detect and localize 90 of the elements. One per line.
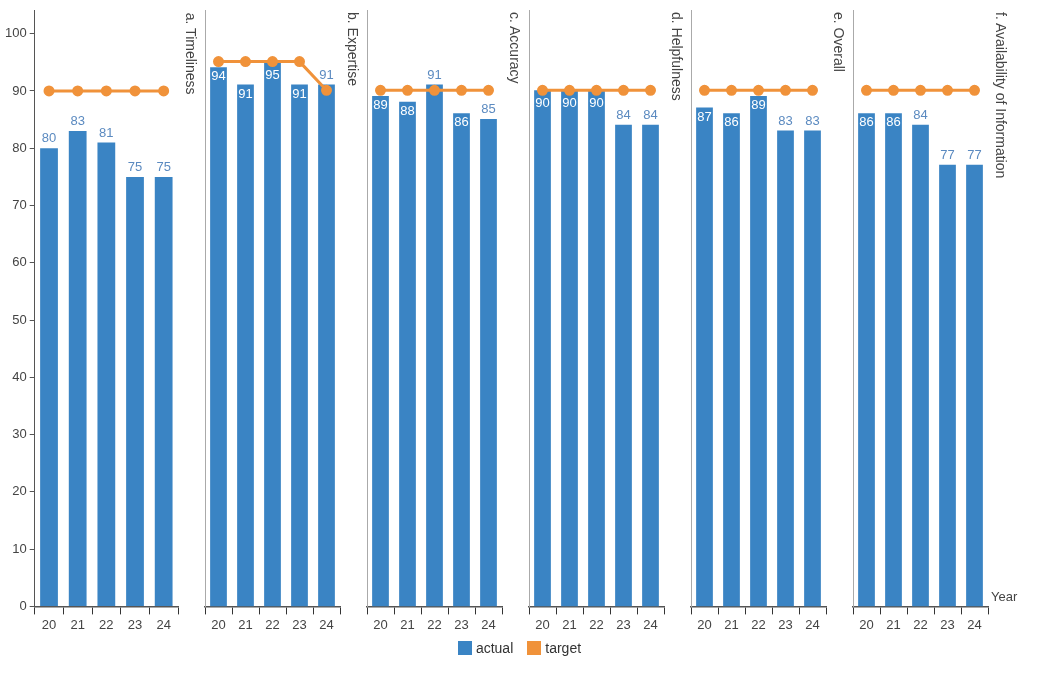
x-tick-label: 22 bbox=[751, 616, 766, 632]
x-tick-label: 23 bbox=[778, 616, 793, 632]
text: d. Helpfulness bbox=[669, 12, 686, 101]
x-tick-label: 24 bbox=[967, 616, 982, 632]
x-tick-label: 23 bbox=[292, 616, 307, 632]
x-tick-label: 23 bbox=[940, 616, 955, 632]
x-tick-label: 21 bbox=[886, 616, 901, 632]
data-label: 80 bbox=[41, 130, 57, 146]
y-tick-label: 70 bbox=[12, 197, 27, 213]
data-label: 84 bbox=[616, 106, 631, 122]
y-tick-label: 50 bbox=[12, 311, 27, 327]
data-label: 87 bbox=[697, 108, 712, 124]
text: f. Availability of Information bbox=[993, 12, 1010, 179]
bar bbox=[723, 113, 740, 607]
x-tick-label: 24 bbox=[156, 616, 171, 632]
data-label: 86 bbox=[886, 114, 901, 130]
x-tick-label: 24 bbox=[643, 616, 658, 632]
data-label: 90 bbox=[589, 95, 604, 111]
data-label: 86 bbox=[454, 114, 469, 130]
bar bbox=[777, 130, 794, 607]
data-label: 77 bbox=[967, 146, 982, 162]
x-tick-label: 24 bbox=[805, 616, 820, 632]
data-label: 91 bbox=[427, 66, 442, 82]
data-label: 95 bbox=[265, 66, 280, 82]
bar bbox=[750, 96, 767, 607]
bar bbox=[399, 101, 416, 607]
y-tick-label: 60 bbox=[12, 254, 27, 270]
data-label: 89 bbox=[751, 97, 766, 113]
text: a. Timeliness bbox=[183, 12, 200, 95]
x-tick-label: 21 bbox=[238, 616, 253, 632]
y-tick-label: 80 bbox=[12, 139, 27, 155]
data-label: 83 bbox=[70, 113, 85, 129]
x-tick-label: 21 bbox=[400, 616, 415, 632]
bar bbox=[372, 96, 389, 607]
data-label: 77 bbox=[940, 146, 955, 162]
x-tick-label: 23 bbox=[454, 616, 469, 632]
x-tick-label: 21 bbox=[70, 616, 85, 632]
data-label: 75 bbox=[156, 158, 171, 174]
data-label: 86 bbox=[859, 114, 874, 130]
x-tick-label: 22 bbox=[589, 616, 604, 632]
x-tick-label: 23 bbox=[616, 616, 631, 632]
x-tick-label: 21 bbox=[562, 616, 577, 632]
data-label: 84 bbox=[643, 106, 658, 122]
x-tick-label: 22 bbox=[427, 616, 442, 632]
x-tick-label: 21 bbox=[724, 616, 739, 632]
text: c. Accuracy bbox=[507, 12, 524, 84]
data-label: 88 bbox=[400, 102, 415, 118]
y-tick-label: 0 bbox=[19, 597, 27, 613]
y-tick-label: 20 bbox=[12, 483, 27, 499]
y-tick-label: 10 bbox=[12, 540, 27, 556]
y-tick-label: 100 bbox=[4, 25, 27, 41]
x-tick-label: 20 bbox=[535, 616, 550, 632]
data-label: 91 bbox=[319, 66, 334, 82]
y-tick-label: 30 bbox=[12, 426, 27, 442]
data-label: 75 bbox=[127, 158, 143, 174]
data-label: 91 bbox=[292, 85, 307, 101]
legend-label: actual bbox=[475, 640, 514, 656]
x-axis-title: Year bbox=[991, 589, 1018, 605]
y-tick-label: 40 bbox=[12, 368, 27, 384]
bar bbox=[696, 107, 713, 607]
data-label: 81 bbox=[99, 124, 114, 140]
data-label: 83 bbox=[778, 112, 793, 128]
text: e. Overall bbox=[831, 12, 848, 72]
x-tick-label: 20 bbox=[373, 616, 388, 632]
data-label: 89 bbox=[373, 97, 388, 113]
data-label: 84 bbox=[913, 106, 928, 122]
data-label: 85 bbox=[481, 101, 496, 117]
x-tick-label: 20 bbox=[859, 616, 874, 632]
x-tick-label: 22 bbox=[913, 616, 928, 632]
bar bbox=[453, 113, 470, 607]
x-tick-label: 22 bbox=[265, 616, 280, 632]
x-tick-label: 20 bbox=[41, 616, 57, 632]
data-label: 90 bbox=[562, 95, 577, 111]
bar bbox=[480, 118, 497, 607]
x-tick-label: 20 bbox=[211, 616, 226, 632]
x-tick-label: 24 bbox=[319, 616, 334, 632]
bar bbox=[804, 130, 821, 607]
bar bbox=[426, 84, 443, 607]
x-tick-label: 20 bbox=[697, 616, 712, 632]
x-tick-label: 22 bbox=[99, 616, 114, 632]
data-label: 86 bbox=[724, 114, 739, 130]
x-tick-label: 23 bbox=[127, 616, 143, 632]
data-label: 91 bbox=[238, 85, 253, 101]
legend-label: target bbox=[545, 640, 582, 656]
data-label: 90 bbox=[535, 95, 550, 111]
data-label: 94 bbox=[211, 68, 226, 84]
data-label: 83 bbox=[805, 112, 820, 128]
x-tick-label: 24 bbox=[481, 616, 496, 632]
y-tick-label: 90 bbox=[12, 82, 27, 98]
text: b. Expertise bbox=[345, 12, 362, 87]
